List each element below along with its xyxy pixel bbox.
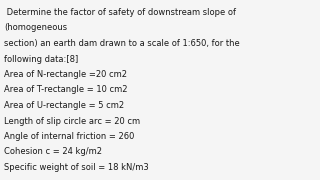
Text: section) an earth dam drawn to a scale of 1:650, for the: section) an earth dam drawn to a scale o… <box>4 39 240 48</box>
Text: Cohesion c = 24 kg/m2: Cohesion c = 24 kg/m2 <box>4 147 102 156</box>
Text: following data:[8]: following data:[8] <box>4 55 78 64</box>
Text: Specific weight of soil = 18 kN/m3: Specific weight of soil = 18 kN/m3 <box>4 163 149 172</box>
Text: (homogeneous: (homogeneous <box>4 24 67 33</box>
Text: Determine the factor of safety of downstream slope of: Determine the factor of safety of downst… <box>4 8 236 17</box>
Text: Angle of internal friction = 260: Angle of internal friction = 260 <box>4 132 134 141</box>
Text: Length of slip circle arc = 20 cm: Length of slip circle arc = 20 cm <box>4 116 140 125</box>
Text: Area of N-rectangle =20 cm2: Area of N-rectangle =20 cm2 <box>4 70 127 79</box>
Text: Area of T-rectangle = 10 cm2: Area of T-rectangle = 10 cm2 <box>4 86 127 94</box>
Text: Area of U-rectangle = 5 cm2: Area of U-rectangle = 5 cm2 <box>4 101 124 110</box>
